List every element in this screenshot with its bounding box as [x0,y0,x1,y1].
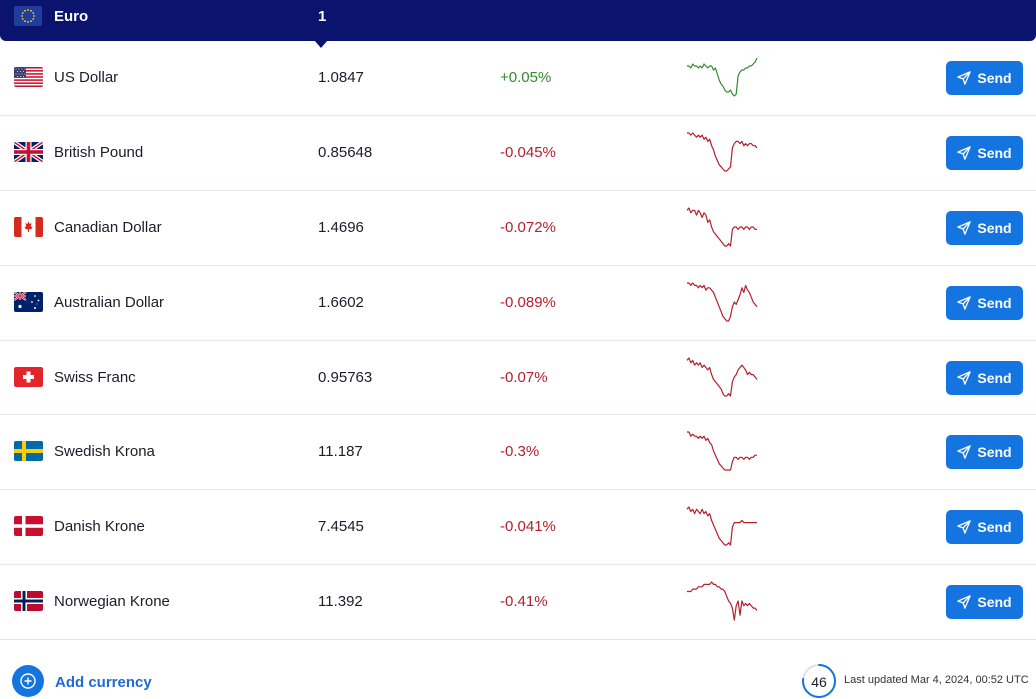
currency-name: Norwegian Krone [54,593,170,611]
exchange-rate: 0.85648 [318,143,373,161]
exchange-rate: 11.392 [318,593,363,611]
exchange-rate: 1.6602 [318,293,364,311]
currency-name: US Dollar [54,69,119,86]
send-button[interactable]: Send [946,210,1023,245]
ch-flag-icon [14,366,43,387]
sparkline-series [687,581,758,621]
currency-name: Swedish Krona [54,443,155,461]
plus-circle-icon [20,673,36,689]
rate-change: -0.3% [500,443,540,461]
currency-name: Swiss Franc [54,368,136,386]
sparkline-series [687,282,758,322]
ca-flag-icon [14,216,43,237]
us-flag-icon [14,67,43,87]
send-button[interactable]: Send [946,135,1023,170]
currency-row[interactable]: Swedish Krona 11.187 -0.3% Send [0,415,1036,491]
send-button[interactable]: Send [946,285,1023,320]
countdown-value: 46 [811,674,827,690]
sparkline-chart [687,282,758,322]
rate-change: -0.041% [500,518,556,536]
paper-plane-icon [957,295,972,310]
send-button[interactable]: Send [946,585,1023,620]
currency-row[interactable]: Australian Dollar 1.6602 -0.089% Send [0,266,1036,341]
sparkline-series [686,356,758,397]
paper-plane-icon [957,146,972,160]
base-amount[interactable]: 1 [318,8,327,25]
rate-change: -0.41% [500,593,548,611]
paper-plane-icon [957,520,972,535]
currency-row[interactable]: US Dollar 1.0847 +0.05% Send [0,41,1036,116]
rate-change: -0.045% [500,143,556,161]
currency-list: US Dollar 1.0847 +0.05% Send British Pou… [0,41,1036,641]
sparkline-chart [686,207,757,247]
send-label: Send [977,219,1012,236]
sparkline-series [687,57,758,97]
send-label: Send [977,444,1012,461]
eu-flag-icon [14,6,42,26]
sparkline-chart [687,132,758,172]
send-label: Send [977,369,1012,386]
send-button[interactable]: Send [946,435,1023,470]
exchange-rate: 7.4545 [318,518,364,536]
currency-name: British Pound [54,143,144,161]
dk-flag-icon [14,516,43,537]
no-flag-icon [14,591,43,612]
send-button[interactable]: Send [946,61,1023,95]
sparkline-chart [686,506,757,546]
currency-name: Australian Dollar [54,293,165,311]
send-label: Send [977,70,1012,86]
send-button[interactable]: Send [946,510,1023,545]
exchange-rate: 1.0847 [318,69,364,86]
currency-row[interactable]: Norwegian Krone 11.392 -0.41% Send [0,565,1036,641]
last-updated-text: Last updated Mar 4, 2024, 00:52 UTC [844,674,1029,686]
currency-row[interactable]: Canadian Dollar 1.4696 -0.072% Send [0,191,1036,266]
sparkline-chart [687,57,758,97]
sparkline-series [686,506,757,546]
send-button[interactable]: Send [946,360,1023,395]
currency-name: Canadian Dollar [54,218,162,236]
sparkline-series [687,431,757,472]
send-label: Send [977,594,1012,611]
currency-row[interactable]: British Pound 0.85648 -0.045% Send [0,116,1036,191]
exchange-rate: 0.95763 [318,368,373,386]
rate-change: -0.089% [500,293,556,311]
add-currency-button[interactable] [12,665,44,697]
footer: Add currency 46 Last updated Mar 4, 2024… [0,650,1036,699]
countdown-ring [802,664,836,698]
sparkline-series [687,132,758,172]
paper-plane-icon [957,595,972,610]
exchange-rate: 1.4696 [318,218,364,236]
sparkline-chart [686,356,758,397]
base-currency-bar[interactable]: Euro 1 [0,0,1036,48]
exchange-rate: 11.187 [318,443,363,461]
send-label: Send [977,519,1012,536]
caret-down-icon [314,40,328,48]
rate-change: -0.07% [500,368,548,386]
sparkline-chart [687,581,758,621]
currency-row[interactable]: Danish Krone 7.4545 -0.041% Send [0,490,1036,566]
rate-change: -0.072% [500,218,556,236]
se-flag-icon [14,441,43,462]
currency-row[interactable]: Swiss Franc 0.95763 -0.07% Send [0,341,1036,416]
au-flag-icon [14,291,43,312]
sparkline-chart [687,431,757,472]
send-label: Send [977,144,1012,161]
paper-plane-icon [957,445,972,460]
gb-flag-icon [14,141,43,162]
base-currency-name: Euro [54,8,89,25]
send-label: Send [977,294,1012,311]
rate-change: +0.05% [500,69,552,86]
sparkline-series [686,207,757,247]
currency-name: Danish Krone [54,518,145,536]
paper-plane-icon [957,221,972,235]
paper-plane-icon [957,370,972,385]
paper-plane-icon [957,71,972,85]
add-currency-link[interactable]: Add currency [55,674,152,691]
